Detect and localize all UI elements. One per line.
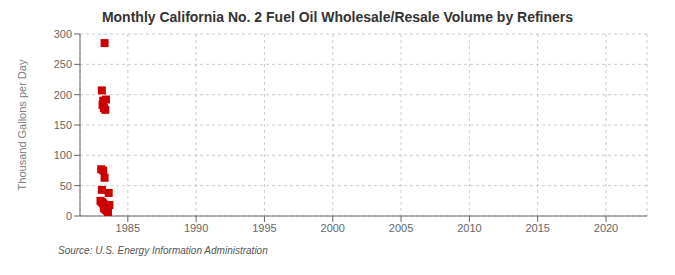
svg-text:200: 200 bbox=[54, 89, 72, 101]
svg-text:150: 150 bbox=[54, 119, 72, 131]
svg-text:2015: 2015 bbox=[525, 222, 549, 234]
svg-text:0: 0 bbox=[66, 210, 72, 222]
svg-text:1990: 1990 bbox=[184, 222, 208, 234]
svg-text:1995: 1995 bbox=[252, 222, 276, 234]
svg-text:250: 250 bbox=[54, 58, 72, 70]
svg-text:2010: 2010 bbox=[457, 222, 481, 234]
svg-text:2005: 2005 bbox=[389, 222, 413, 234]
svg-text:300: 300 bbox=[54, 28, 72, 40]
svg-text:1985: 1985 bbox=[116, 222, 140, 234]
svg-text:Thousand Gallons per Day: Thousand Gallons per Day bbox=[16, 59, 28, 190]
svg-text:50: 50 bbox=[60, 180, 72, 192]
svg-text:2020: 2020 bbox=[594, 222, 618, 234]
html-text:Source: U.S. Energy Informatio: Source: U.S. Energy Information Administ… bbox=[58, 245, 268, 256]
svg-text:100: 100 bbox=[54, 149, 72, 161]
html-text:Monthly California No. 2 Fuel: Monthly California No. 2 Fuel Oil Wholes… bbox=[101, 9, 574, 25]
svg-text:2000: 2000 bbox=[321, 222, 345, 234]
